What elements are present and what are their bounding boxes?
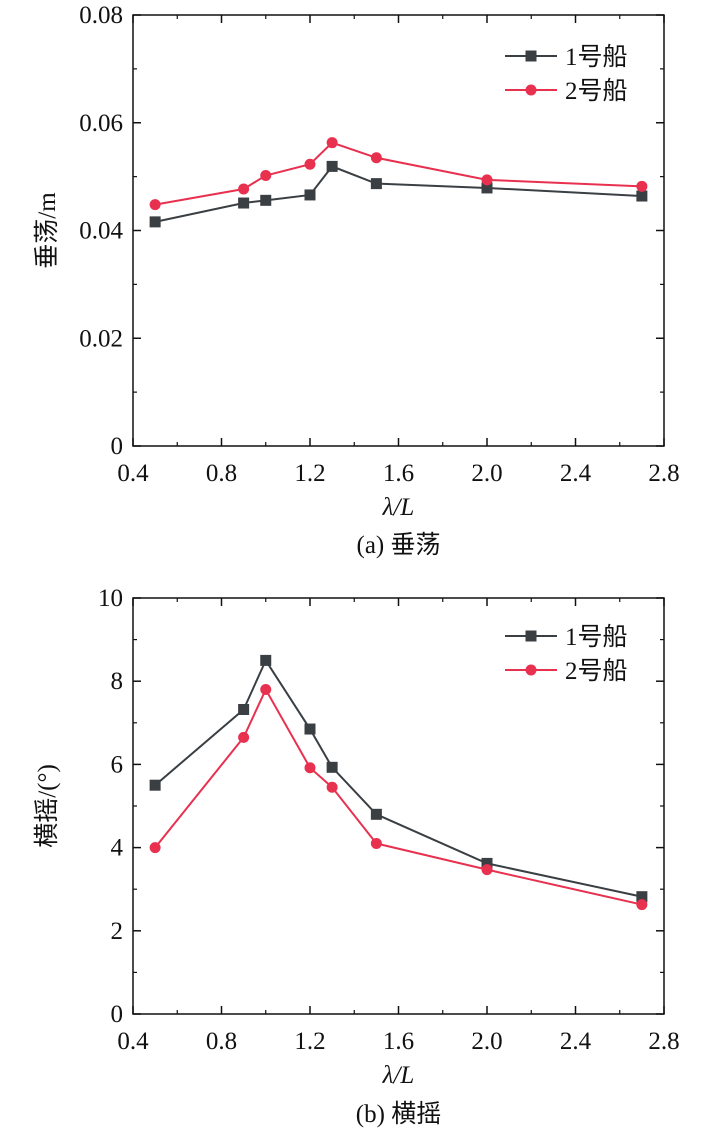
data-point-square [260,194,272,206]
data-point-square [370,808,382,820]
y-tick-label: 0 [111,1001,124,1028]
x-tick-label: 2.4 [560,1028,592,1055]
x-tick-label: 2.4 [560,460,592,487]
data-point-square [304,189,316,201]
y-tick-label: 0.06 [79,110,123,137]
data-point-circle [260,170,272,182]
y-tick-label: 6 [111,751,124,778]
data-point-circle [481,864,493,876]
data-point-square [636,891,648,903]
x-tick-label: 0.8 [206,460,237,487]
data-point-square [326,761,338,773]
y-axis-title: 横摇/(°) [33,764,61,848]
data-point-square [636,190,648,202]
chart-heave: 0.4 0.8 1.2 1.6 2.0 2.4 2.8 0 0.02 0.04 0.06 0.08 λ/… [33,2,680,559]
data-point-circle [481,174,493,186]
data-point-circle [238,731,250,743]
y-axis-title: 垂荡/m [33,192,61,269]
x-tick-label: 1.6 [383,1028,414,1055]
chart-caption: (a) 垂荡 [357,531,441,559]
y-tick-label: 8 [111,668,124,695]
series-line-1 [154,658,643,898]
y-tick-label: 2 [111,918,124,945]
x-axis-title: λ/L [382,1062,415,1089]
legend-marker-circle [525,84,537,96]
y-tick-label: 0.02 [79,325,123,352]
data-point-circle [238,183,250,195]
data-point-square [481,182,493,194]
data-point-circle [326,781,338,793]
x-tick-label: 0.4 [117,1028,149,1055]
data-point-circle [326,137,338,149]
data-point-square [326,160,338,172]
y-tick-label: 0.04 [79,218,123,245]
x-tick-label: 2.8 [648,1028,679,1055]
data-point-square [370,178,382,190]
y-tick-label: 0 [111,433,124,460]
data-point-square [238,197,250,209]
data-point-square [149,779,161,791]
legend-label-1: 1号船 [565,623,628,651]
x-tick-label: 1.2 [294,1028,325,1055]
data-point-circle [304,158,316,170]
data-point-square [481,857,493,869]
data-point-square [149,216,161,228]
y-tick-label: 4 [111,835,124,862]
series-line-2 [154,141,642,206]
legend-label-1: 1号船 [565,43,628,71]
x-tick-label: 2.0 [471,460,502,487]
x-axis-title: λ/L [382,494,415,521]
x-tick-label: 2.0 [471,1028,502,1055]
y-tick-label: 0.08 [79,2,123,29]
x-tick-label: 0.4 [117,460,149,487]
chart-caption: (b) 横摇 [356,1100,441,1128]
x-tick-label: 2.8 [648,460,679,487]
legend-marker-circle [525,664,537,676]
x-tick-label: 0.8 [206,1028,237,1055]
data-point-circle [636,180,648,192]
chart-roll: 0.4 0.8 1.2 1.6 2.0 2.4 2.8 0 2 4 6 8 10 λ/L 横摇/(°) (b)… [33,585,680,1128]
y-tick-label: 10 [98,585,123,612]
data-point-circle [370,152,382,164]
x-tick-label: 1.2 [294,460,325,487]
data-point-square [260,654,272,666]
series-line-1 [154,165,642,223]
data-point-circle [149,199,161,211]
data-point-circle [149,842,161,854]
legend-marker-square [525,630,537,642]
data-point-circle [260,684,272,696]
data-point-square [304,723,316,735]
data-point-circle [370,837,382,849]
data-point-circle [304,762,316,774]
legend-label-2: 2号船 [565,77,628,105]
x-tick-label: 1.6 [383,460,414,487]
series-line-2 [154,687,643,906]
legend-label-2: 2号船 [565,657,628,685]
data-point-square [238,703,250,715]
data-point-circle [636,899,648,911]
legend-marker-square [525,50,537,62]
